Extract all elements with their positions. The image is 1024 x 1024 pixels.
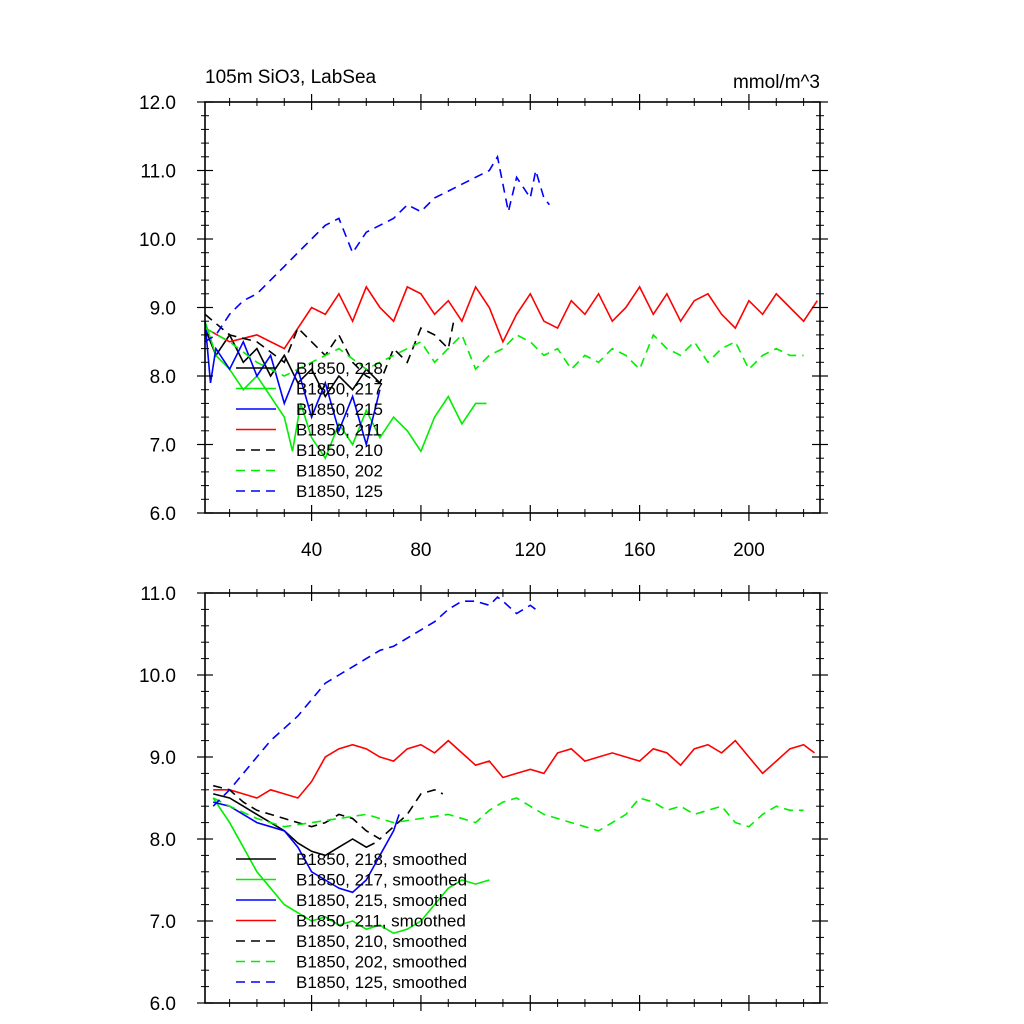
y-tick-label: 8.0 xyxy=(150,367,176,388)
legend-label-5: B1850, 202 xyxy=(296,462,383,481)
series-line-0 xyxy=(213,793,375,857)
y-tick-label: 11.0 xyxy=(140,584,176,605)
series-line-6 xyxy=(204,154,551,343)
y-tick-label: 8.0 xyxy=(150,830,176,851)
legend-label-3: B1850, 211 xyxy=(296,421,382,440)
legend-label-1: B1850, 217 xyxy=(296,380,383,399)
y-tick-label: 9.0 xyxy=(150,299,176,320)
series-line-2 xyxy=(213,801,400,894)
chart-units: mmol/m^3 xyxy=(733,72,820,93)
x-tick-label: 120 xyxy=(514,540,546,561)
x-tick-label: 40 xyxy=(301,540,322,561)
legend-label-3: B1850, 211, smoothed xyxy=(296,912,466,931)
legend-label-6: B1850, 125 xyxy=(296,482,383,501)
y-tick-label: 11.0 xyxy=(140,162,176,183)
series-line-6 xyxy=(212,596,537,807)
chart-panel-bottom: 6.0 7.0 8.0 9.0 10.0 11.0 B1850, 218, smoothed… xyxy=(139,584,828,1015)
legend-label-4: B1850, 210, smoothed xyxy=(296,932,467,951)
series-line-1 xyxy=(204,320,487,460)
series-line-3 xyxy=(204,285,818,350)
series-line-1 xyxy=(212,797,490,935)
legend-label-6: B1850, 125, smoothed xyxy=(296,973,467,992)
x-tick-label: 160 xyxy=(624,540,656,561)
series-line-3 xyxy=(213,739,815,799)
series-line-5 xyxy=(204,327,804,377)
x-tick-label: 80 xyxy=(410,540,431,561)
series-line-4 xyxy=(213,784,444,840)
legend-label-0: B1850, 218 xyxy=(296,359,383,378)
legend-label-2: B1850, 215, smoothed xyxy=(296,891,467,910)
legend-label-4: B1850, 210 xyxy=(296,441,383,460)
plot-frame xyxy=(204,592,821,1004)
y-tick-label: 6.0 xyxy=(150,504,176,525)
y-tick-label: 6.0 xyxy=(150,994,176,1015)
x-tick-label: 200 xyxy=(733,540,765,561)
y-tick-label: 12.0 xyxy=(139,93,176,114)
legend-label-5: B1850, 202, smoothed xyxy=(296,953,467,972)
legend-label-1: B1850, 217, smoothed xyxy=(296,871,467,890)
y-tick-label: 10.0 xyxy=(139,666,176,687)
chart-panel-top: 6.0 7.0 8.0 9.0 10.0 11.0 12.0 40 80 120 160 200 105… xyxy=(139,67,828,561)
legend-label-0: B1850, 218, smoothed xyxy=(296,850,467,869)
y-tick-label: 7.0 xyxy=(150,436,176,457)
series-line-5 xyxy=(212,797,804,832)
series-line-4 xyxy=(204,313,455,385)
series-line-0 xyxy=(204,327,381,399)
series-line-2 xyxy=(204,321,381,448)
y-tick-label: 7.0 xyxy=(150,912,176,933)
y-tick-label: 10.0 xyxy=(139,230,176,251)
chart-title: 105m SiO3, LabSea xyxy=(205,67,377,88)
y-tick-label: 9.0 xyxy=(150,748,176,769)
legend-label-2: B1850, 215 xyxy=(296,400,383,419)
